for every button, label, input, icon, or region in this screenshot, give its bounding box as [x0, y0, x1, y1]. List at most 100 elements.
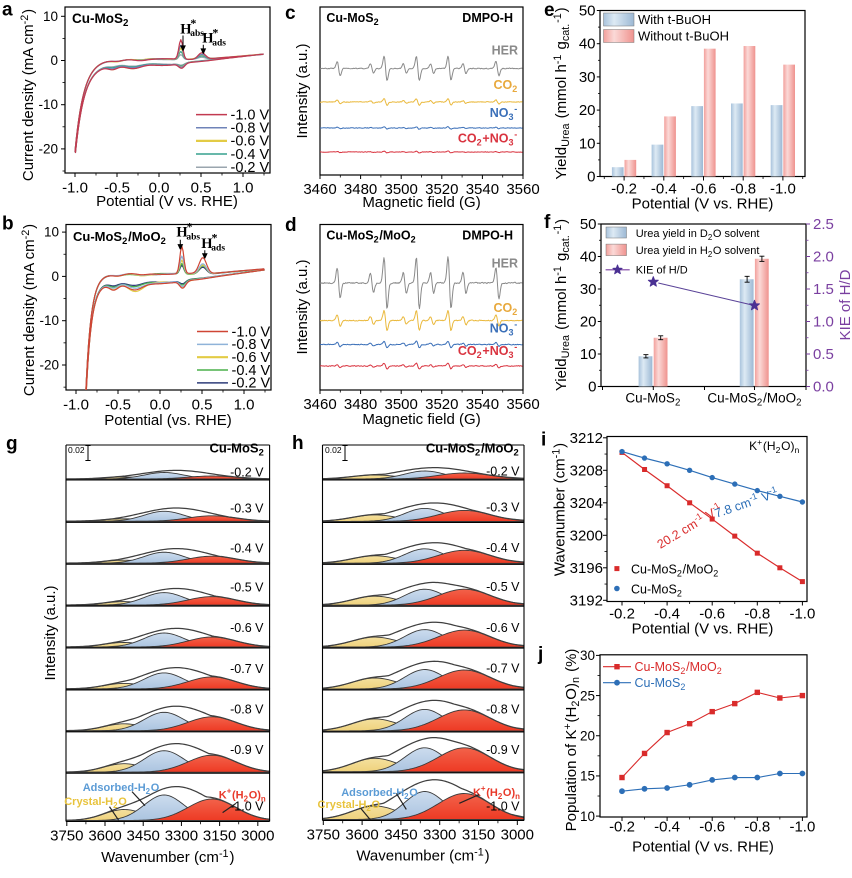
svg-text:Crystal-H2 O: Crystal-H2 O [64, 796, 127, 810]
svg-text:Intensity (a.u.): Intensity (a.u.) [294, 43, 311, 138]
svg-text:-0.4 V: -0.4 V [486, 541, 520, 555]
svg-text:Adsorbed-H2 O: Adsorbed-H2 O [83, 782, 160, 796]
svg-text:Potential (V vs. RHE): Potential (V vs. RHE) [632, 196, 774, 213]
svg-text:-0.6: -0.6 [699, 819, 725, 836]
svg-text:0: 0 [51, 269, 59, 284]
svg-text:Cu-MoS2 /MoO2: Cu-MoS2 /MoO2 [73, 229, 167, 246]
svg-text:-1.0: -1.0 [789, 606, 815, 623]
svg-text:-0.6 V: -0.6 V [230, 621, 264, 635]
svg-text:CO2 +NO3 -: CO2 +NO3 - [458, 130, 518, 148]
svg-text:20: 20 [580, 314, 597, 331]
svg-text:Potential (V vs. RHE): Potential (V vs. RHE) [632, 621, 774, 638]
svg-text:40: 40 [580, 249, 597, 266]
svg-text:-1.0: -1.0 [62, 180, 88, 197]
svg-text:-1.0 V: -1.0 V [230, 800, 264, 814]
svg-text:-0.6 V: -0.6 V [486, 621, 520, 635]
svg-text:-1.0 V: -1.0 V [486, 800, 520, 814]
svg-text:3196: 3196 [570, 560, 603, 577]
svg-text:-0.4: -0.4 [654, 606, 680, 623]
svg-text:1.0: 1.0 [233, 180, 254, 197]
svg-text:-0.5: -0.5 [104, 180, 130, 197]
svg-text:2.5: 2.5 [813, 216, 834, 233]
svg-text:-0.4: -0.4 [654, 819, 680, 836]
svg-text:-0.2 V: -0.2 V [231, 160, 270, 176]
svg-text:3750: 3750 [50, 828, 83, 845]
svg-text:3000: 3000 [241, 828, 274, 845]
svg-text:3540: 3540 [466, 396, 499, 413]
svg-text:With t-BuOH: With t-BuOH [638, 12, 711, 27]
svg-text:3600: 3600 [345, 827, 378, 844]
svg-text:Without t-BuOH: Without t-BuOH [638, 29, 729, 44]
svg-text:HER: HER [492, 44, 518, 58]
svg-text:0.5: 0.5 [191, 180, 212, 197]
svg-text:-0.2: -0.2 [609, 819, 635, 836]
svg-text:Cu-MoS2: Cu-MoS2 [326, 11, 379, 27]
svg-text:f: f [544, 212, 551, 233]
svg-text:CO2: CO2 [493, 301, 518, 317]
svg-text:2.0: 2.0 [813, 249, 834, 266]
svg-text:Urea yield in D2 O solvent: Urea yield in D2 O solvent [636, 228, 760, 242]
svg-text:Cu-MoS2: Cu-MoS2 [625, 391, 681, 409]
svg-text:-0.9 V: -0.9 V [486, 743, 520, 757]
svg-text:3520: 3520 [425, 181, 458, 198]
svg-text:-1.0: -1.0 [770, 181, 796, 198]
svg-text:-0.4 V: -0.4 V [232, 363, 271, 379]
svg-text:Cu-MoS2: Cu-MoS2 [72, 11, 129, 29]
svg-text:Cu-MoS2 /MoO2: Cu-MoS2 /MoO2 [326, 228, 416, 244]
svg-text:3460: 3460 [303, 181, 336, 198]
svg-text:-0.7 V: -0.7 V [486, 662, 520, 676]
svg-text:-0.7 V: -0.7 V [230, 662, 264, 676]
svg-text:-0.2 V: -0.2 V [486, 465, 520, 479]
svg-text:Cu-MoS2: Cu-MoS2 [631, 583, 683, 599]
svg-text:e: e [544, 0, 555, 21]
svg-text:-0.8 V: -0.8 V [231, 121, 270, 137]
svg-text:Wavenumber (cm-1 ): Wavenumber (cm-1 ) [356, 847, 489, 865]
svg-text:j: j [537, 644, 543, 665]
svg-text:Wavenumber (cm-1 ): Wavenumber (cm-1 ) [551, 443, 569, 576]
svg-text:HER: HER [492, 257, 518, 271]
svg-text:3204: 3204 [570, 495, 603, 512]
svg-text:3520: 3520 [425, 396, 458, 413]
svg-text:-0.4 V: -0.4 V [231, 147, 270, 163]
svg-text:0.02: 0.02 [325, 445, 342, 455]
svg-text:-0.9 V: -0.9 V [230, 743, 264, 757]
svg-text:Cu-MoS2 /MoO2: Cu-MoS2 /MoO2 [707, 391, 802, 409]
svg-text:1.5: 1.5 [813, 281, 834, 298]
svg-text:Current density (mA cm-2 ): Current density (mA cm-2 ) [19, 9, 37, 181]
svg-text:Cu-MoS2: Cu-MoS2 [635, 676, 687, 692]
svg-text:3300: 3300 [423, 827, 456, 844]
svg-text:10: 10 [580, 346, 597, 363]
svg-text:Cu-MoS2 /MoO2: Cu-MoS2 /MoO2 [631, 563, 719, 579]
svg-text:H: H [202, 31, 214, 47]
svg-text:H: H [201, 236, 213, 252]
svg-text:Potential (V vs. RHE): Potential (V vs. RHE) [632, 839, 774, 856]
svg-text:Cu-MoS2 /MoO2: Cu-MoS2 /MoO2 [635, 660, 723, 676]
svg-text:-0.6: -0.6 [699, 606, 725, 623]
svg-text:3560: 3560 [506, 396, 539, 413]
svg-text:3480: 3480 [344, 181, 377, 198]
svg-text:Potential (vs. RHE): Potential (vs. RHE) [104, 412, 232, 429]
svg-text:3560: 3560 [506, 181, 539, 198]
svg-text:*: * [187, 219, 193, 233]
svg-text:-0.5 V: -0.5 V [230, 581, 264, 595]
svg-text:30: 30 [580, 281, 597, 298]
svg-text:0.02: 0.02 [68, 445, 85, 455]
svg-text:Intensity (a.u.): Intensity (a.u.) [294, 259, 311, 354]
svg-text:3500: 3500 [385, 181, 418, 198]
svg-text:3450: 3450 [384, 827, 417, 844]
svg-text:-0.5: -0.5 [105, 397, 131, 414]
svg-text:-20: -20 [38, 141, 58, 156]
svg-text:abs: abs [190, 29, 204, 39]
svg-text:DMPO-H: DMPO-H [462, 11, 513, 25]
svg-text:-0.8 V: -0.8 V [486, 702, 520, 716]
svg-text:-0.8: -0.8 [730, 181, 756, 198]
svg-text:-0.6: -0.6 [691, 181, 717, 198]
svg-text:3300: 3300 [165, 828, 198, 845]
svg-text:3480: 3480 [344, 396, 377, 413]
svg-text:0: 0 [50, 53, 58, 68]
svg-text:25: 25 [580, 688, 595, 703]
svg-text:Urea yield in H2 O solvent: Urea yield in H2 O solvent [636, 245, 760, 259]
svg-text:30: 30 [579, 69, 596, 86]
svg-text:3208: 3208 [570, 462, 603, 479]
svg-text:0.0: 0.0 [150, 397, 171, 414]
